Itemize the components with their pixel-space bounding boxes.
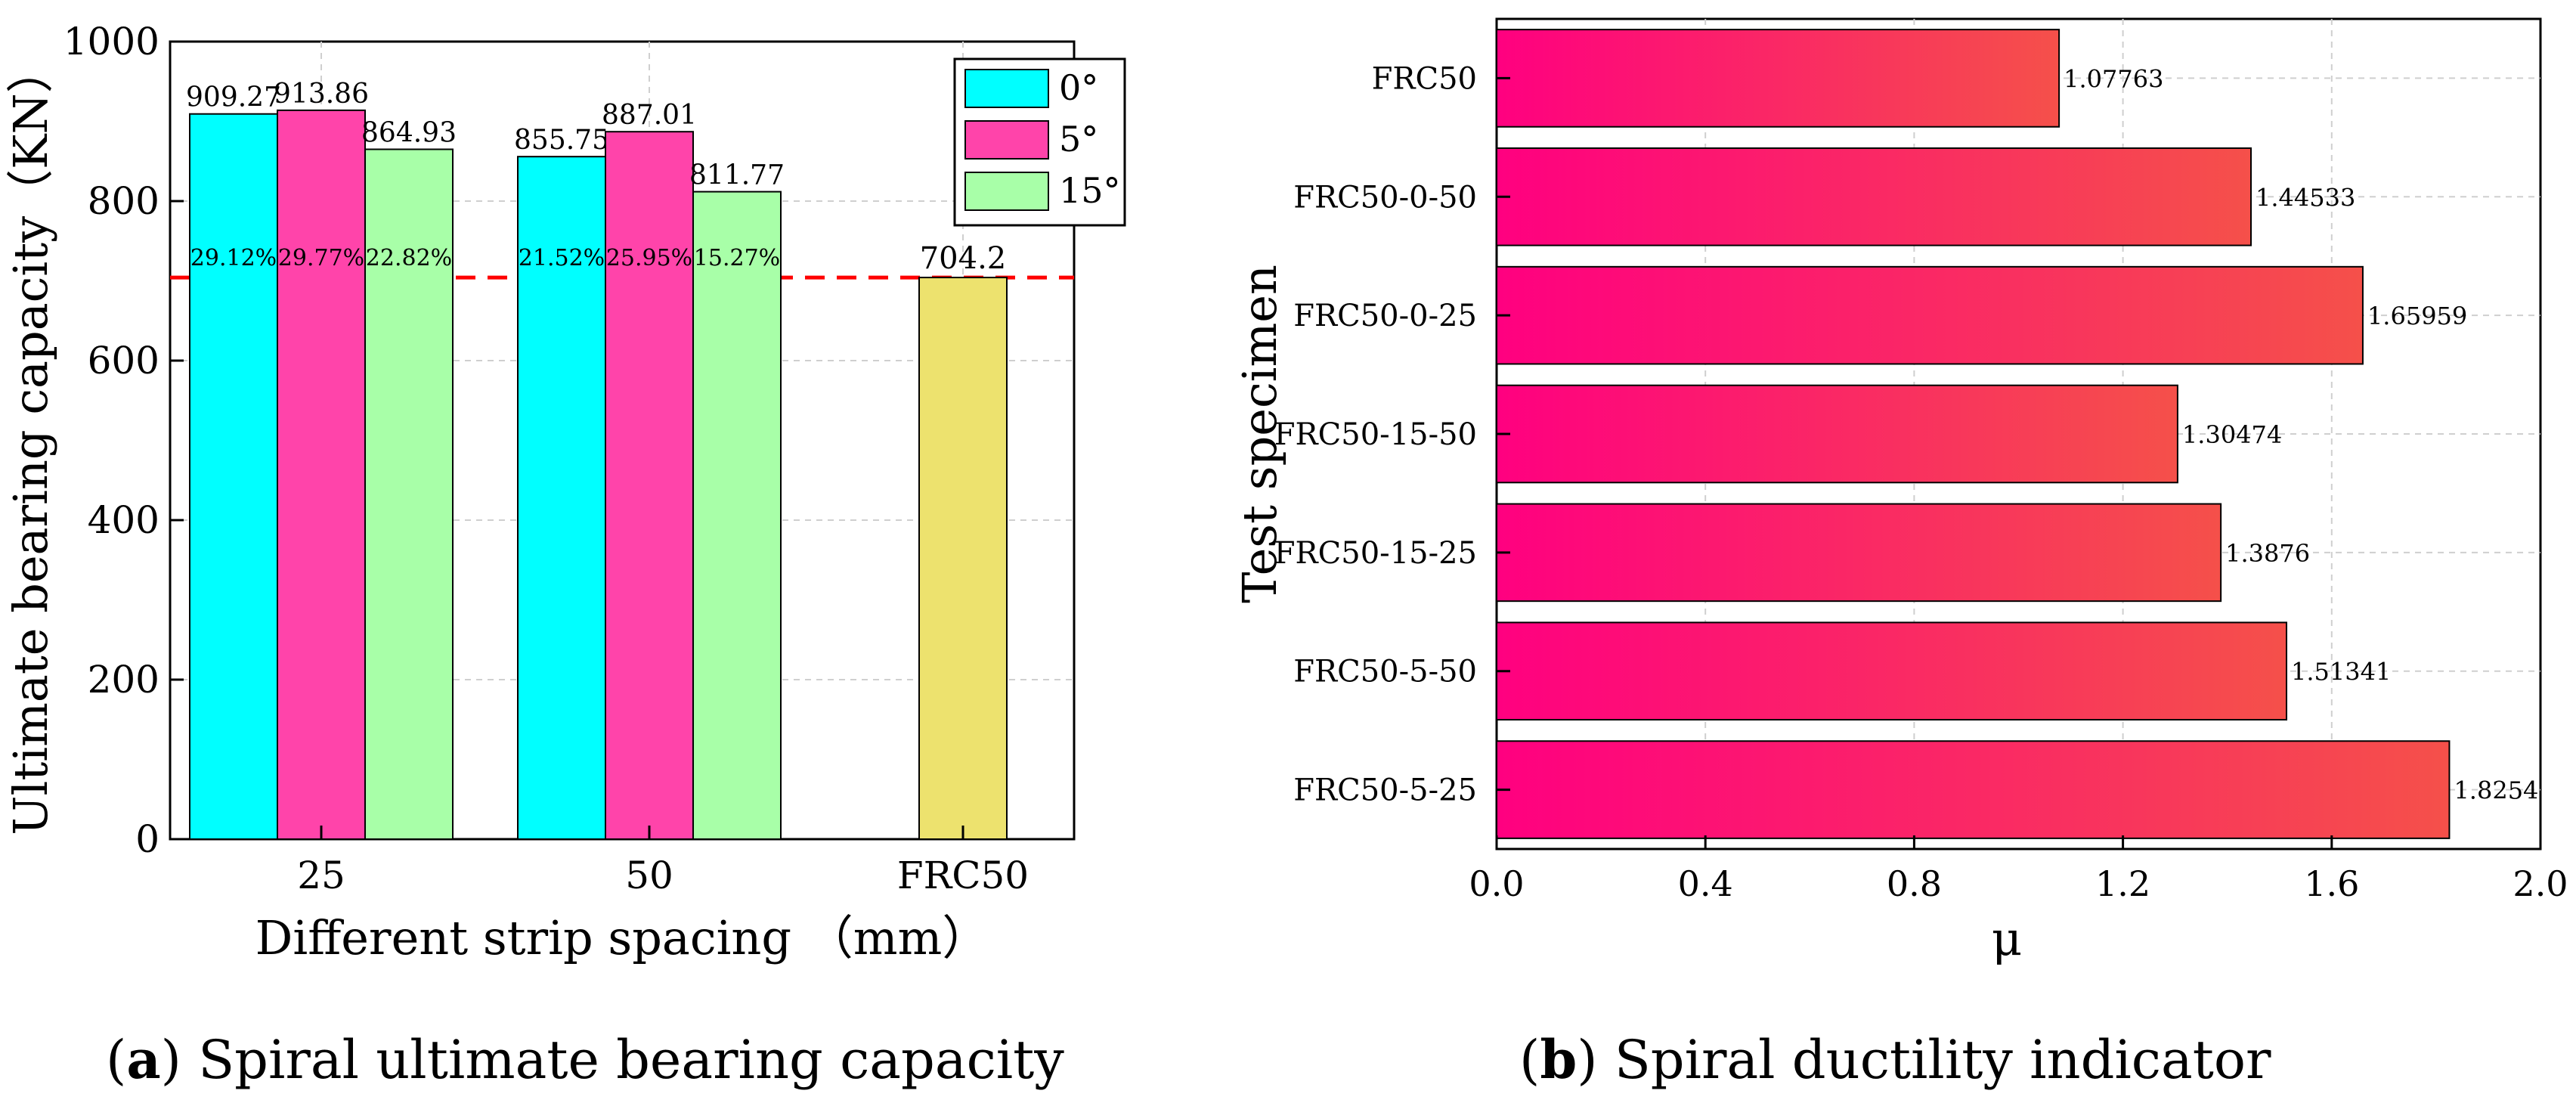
chart-a-value-label: 811.77	[689, 160, 785, 191]
chart-b-bar	[1496, 740, 2451, 839]
chart-a-legend-swatch	[964, 69, 1049, 108]
chart-a-y-tick-label: 800	[88, 179, 159, 223]
chart-a-pct-label: 15.27%	[694, 245, 780, 271]
chart-b-y-tick-label: FRC50-15-25	[1274, 536, 1477, 571]
chart-b-bar	[1496, 384, 2178, 484]
chart-a-bar	[364, 148, 454, 841]
chart-a-bars: 909.27 29.12% 855.75 21.52% 913.86 29.77% 887.…	[186, 79, 1008, 841]
chart-a-pct-label: 21.52%	[519, 245, 605, 271]
chart-b-y-axis-label: Test specimen	[1232, 265, 1287, 603]
chart-a-bar	[517, 156, 606, 840]
chart-a-pct-label: 29.77%	[278, 245, 364, 271]
chart-a-legend-label: 0°	[1059, 67, 1098, 108]
chart-a-y-tick-label: 200	[88, 658, 159, 702]
chart-a-value-label: 864.93	[361, 117, 457, 148]
chart-a-pct-label: 22.82%	[366, 245, 452, 271]
chart-a-value-label: 909.27	[186, 82, 281, 113]
chart-a-value-label: 913.86	[274, 79, 369, 110]
chart-a-bar	[189, 113, 278, 840]
chart-b-value-label: 1.07763	[2064, 64, 2163, 93]
caption-b-text: ) Spiral ductility indicator	[1577, 1029, 2271, 1091]
caption-a: (a) Spiral ultimate bearing capacity	[106, 1028, 1064, 1091]
chart-a-x-axis-label: Different strip spacing （mm）	[255, 910, 989, 965]
chart-b-value-label: 1.30474	[2182, 420, 2282, 449]
chart-b-bar	[1496, 503, 2222, 603]
chart-b-x-tick-label: 0.8	[1887, 863, 1942, 904]
chart-a-legend-swatch	[964, 172, 1049, 211]
chart-a-bearing-capacity: 909.27 29.12% 855.75 21.52% 913.86 29.77% 887.…	[3, 20, 1126, 965]
chart-a-legend-swatch	[964, 120, 1049, 160]
chart-b-bar	[1496, 29, 2060, 128]
chart-b-value-label: 1.3876	[2225, 539, 2310, 568]
chart-b-x-tick-label: 1.6	[2304, 863, 2359, 904]
chart-b-x-tick-label: 2.0	[2513, 863, 2568, 904]
chart-b-bar	[1496, 147, 2252, 246]
chart-a-y-tick-label: 400	[88, 498, 159, 542]
chart-b-y-tick-label: FRC50-0-25	[1293, 299, 1477, 333]
chart-b-x-tick-label: 0.0	[1469, 863, 1524, 904]
chart-a-pct-label: 25.95%	[606, 245, 692, 271]
chart-a-legend: 0° 5° 15°	[953, 57, 1126, 227]
caption-a-text: ) Spiral ultimate bearing capacity	[160, 1029, 1064, 1091]
chart-b-ductility: 1.07763 1.44533 1.65959 1.30474 1.3876 1.5134…	[1232, 17, 2568, 966]
chart-b-y-tick-label: FRC50-0-50	[1293, 180, 1477, 215]
chart-a-bar	[605, 131, 694, 840]
chart-a-bar	[692, 191, 782, 841]
chart-a-legend-label: 15°	[1059, 170, 1121, 211]
chart-a-y-tick-label: 1000	[63, 20, 159, 64]
chart-b-y-tick-label: FRC50-5-25	[1293, 773, 1477, 808]
chart-b-value-label: 1.8254	[2454, 776, 2538, 805]
caption-b-letter: b	[1540, 1028, 1577, 1091]
chart-a-value-label: 887.01	[602, 100, 697, 131]
chart-b-value-label: 1.51341	[2291, 658, 2391, 686]
chart-a-ticks: 0 200 400 600 800 1000 25 50 FRC50	[63, 20, 1029, 897]
chart-a-bar-control	[918, 277, 1008, 841]
chart-b-y-tick-label: FRC50-5-50	[1293, 655, 1477, 689]
chart-a-value-label: 704.2	[920, 241, 1007, 276]
chart-a-x-tick-label: 25	[297, 854, 345, 897]
chart-b-bars: 1.07763 1.44533 1.65959 1.30474 1.3876 1.5134…	[1496, 29, 2538, 839]
chart-b-x-tick-label: 0.4	[1678, 863, 1733, 904]
chart-a-bar	[277, 109, 366, 841]
chart-a-y-tick-label: 600	[88, 339, 159, 383]
chart-a-x-tick-label: FRC50	[897, 854, 1029, 897]
chart-a-y-tick-label: 0	[135, 817, 159, 861]
chart-b-value-label: 1.44533	[2256, 183, 2355, 212]
chart-b-value-label: 1.65959	[2367, 302, 2467, 330]
chart-b-y-tick-label: FRC50	[1372, 61, 1477, 96]
caption-b: (b) Spiral ductility indicator	[1519, 1028, 2271, 1091]
chart-a-x-tick-label: 50	[625, 854, 673, 897]
chart-a-y-axis-label: Ultimate bearing capacity（KN）	[3, 46, 58, 835]
chart-a-legend-label: 5°	[1059, 119, 1098, 160]
chart-a-pct-label: 29.12%	[190, 245, 277, 271]
chart-a-value-label: 855.75	[514, 125, 609, 156]
chart-b-bar	[1496, 621, 2288, 721]
chart-b-ticks: 0.0 0.4 0.8 1.2 1.6 2.0 FRC50 FRC50-0-50 FRC50-0…	[1274, 61, 2568, 904]
chart-b-bar	[1496, 265, 2364, 365]
caption-a-letter: a	[126, 1028, 161, 1091]
chart-b-y-tick-label: FRC50-15-50	[1274, 417, 1477, 452]
chart-b-x-axis-label: μ	[1992, 911, 2022, 966]
chart-b-x-tick-label: 1.2	[2095, 863, 2150, 904]
